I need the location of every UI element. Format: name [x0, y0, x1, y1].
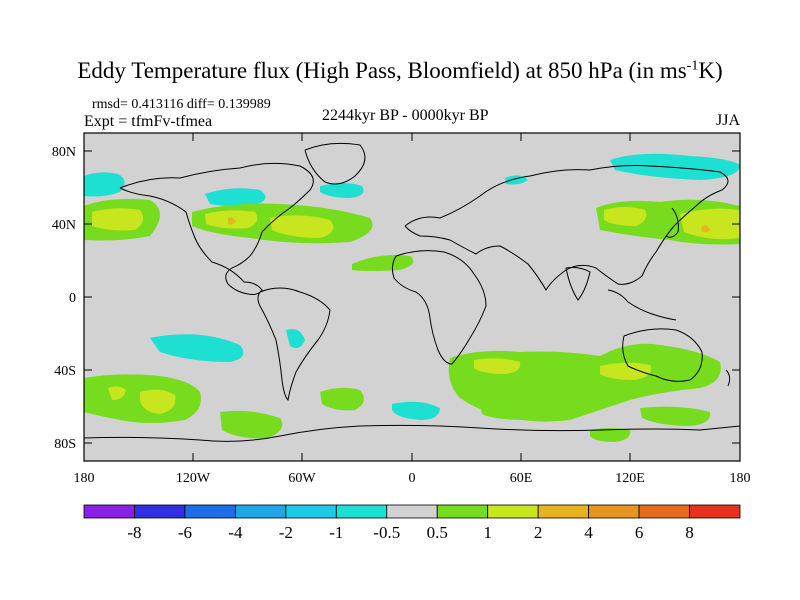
contour-north-america-neg — [205, 188, 266, 206]
colorbar-label: -0.5 — [373, 523, 400, 542]
lat-label: 80S — [54, 437, 76, 452]
contour-north-pacific-neg — [320, 183, 364, 198]
contour-south-pacific-core-2 — [108, 386, 126, 400]
lon-label: 120W — [176, 471, 211, 486]
colorbar-swatch — [487, 504, 539, 519]
lat-label: 40N — [52, 218, 76, 233]
colorbar-swatch — [689, 504, 741, 519]
coast-north-america — [119, 162, 314, 295]
stats-text: rmsd= 0.413116 diff= 0.139989 — [92, 97, 271, 112]
colorbar-swatch — [285, 504, 337, 519]
contour-north-africa-pos — [352, 255, 414, 271]
title-main: Eddy Temperature flux (High Pass, Bloomf… — [77, 58, 687, 83]
colorbar-swatch — [386, 504, 438, 519]
coastlines — [84, 142, 740, 442]
lon-label: 60E — [510, 471, 533, 486]
contour-south-pacific-core — [140, 389, 176, 414]
contour-north-america-core-2 — [270, 215, 334, 238]
anomaly-field — [84, 153, 740, 442]
colorbar-label: -4 — [228, 523, 243, 542]
lat-label: 0 — [69, 291, 76, 306]
colorbar-swatch — [436, 504, 489, 519]
colorbar-label: 8 — [685, 523, 694, 542]
contour-antarctic-pos — [590, 428, 631, 442]
colorbar-label: 4 — [584, 523, 593, 542]
contour-southern-indian-core-2 — [600, 362, 651, 380]
contour-east-asia-core — [604, 207, 647, 226]
period-label: 2244kyr BP - 0000kyr BP — [322, 107, 489, 124]
colorbar-swatch — [638, 504, 690, 519]
coast-japan — [665, 207, 679, 238]
colorbar-swatch — [134, 504, 186, 519]
colorbar: -8 -6 -4 -2 -1 -0.5 0.5 1 2 4 6 8 — [83, 504, 741, 542]
lon-axis — [192, 133, 631, 461]
plot-title: Eddy Temperature flux (High Pass, Bloomf… — [0, 58, 800, 84]
season-label: JJA — [716, 112, 741, 129]
contour-south-atlantic-pos — [320, 387, 364, 411]
colorbar-swatch — [588, 504, 640, 519]
contour-pacific-core — [680, 208, 740, 240]
contour-peak-1 — [228, 217, 236, 225]
lat-label: 40S — [54, 364, 76, 379]
coast-africa — [391, 250, 487, 365]
colorbar-label: -8 — [127, 523, 141, 542]
contour-south-atlantic-neg — [392, 401, 440, 420]
coast-southeast-asia — [607, 289, 677, 321]
colorbar-swatch — [83, 504, 135, 519]
lon-label: 180 — [74, 471, 95, 486]
contour-southern-pacific-east-pos — [640, 406, 711, 426]
colorbar-label: 1 — [483, 523, 492, 542]
contour-south-america-neg — [286, 329, 305, 348]
coast-australia — [622, 328, 703, 382]
colorbar-swatch — [184, 504, 236, 519]
title-superscript: -1 — [686, 58, 699, 74]
colorbar-label: 6 — [635, 523, 644, 542]
contour-siberia-neg — [610, 153, 740, 180]
contour-arctic-atlantic-neg — [84, 172, 125, 197]
colorbar-label: 2 — [534, 523, 543, 542]
lon-label: 0 — [409, 471, 416, 486]
contour-east-pacific-south-neg — [150, 334, 244, 362]
contour-southeast-pacific-pos — [220, 410, 283, 439]
colorbar-label: -2 — [279, 523, 293, 542]
contour-southern-indian-core — [474, 358, 521, 374]
experiment-label: Expt = tfmFv-tfmea — [84, 113, 213, 130]
coast-india — [565, 267, 591, 301]
coast-new-zealand — [725, 369, 731, 387]
lon-label: 180 — [730, 471, 751, 486]
title-end: K) — [698, 58, 723, 83]
colorbar-swatch — [335, 504, 388, 519]
colorbar-swatch — [234, 504, 287, 519]
contour-antarctic-pos-2 — [88, 390, 98, 399]
colorbar-label: -1 — [329, 523, 343, 542]
contour-peak-2 — [701, 225, 710, 233]
lat-label: 80N — [52, 145, 76, 160]
colorbar-label: -6 — [178, 523, 192, 542]
lat-axis — [84, 150, 740, 444]
coast-antarctica — [84, 424, 740, 442]
coast-greenland — [304, 142, 366, 185]
contour-north-atlantic-core — [92, 208, 144, 231]
colorbar-label: 0.5 — [427, 523, 448, 542]
lon-label: 60W — [288, 471, 316, 486]
contour-southern-atlantic-pos — [480, 403, 541, 420]
coast-south-america — [257, 287, 331, 402]
lon-label: 120E — [615, 471, 645, 486]
colorbar-swatch — [537, 504, 590, 519]
coast-europe-asia — [404, 165, 729, 291]
